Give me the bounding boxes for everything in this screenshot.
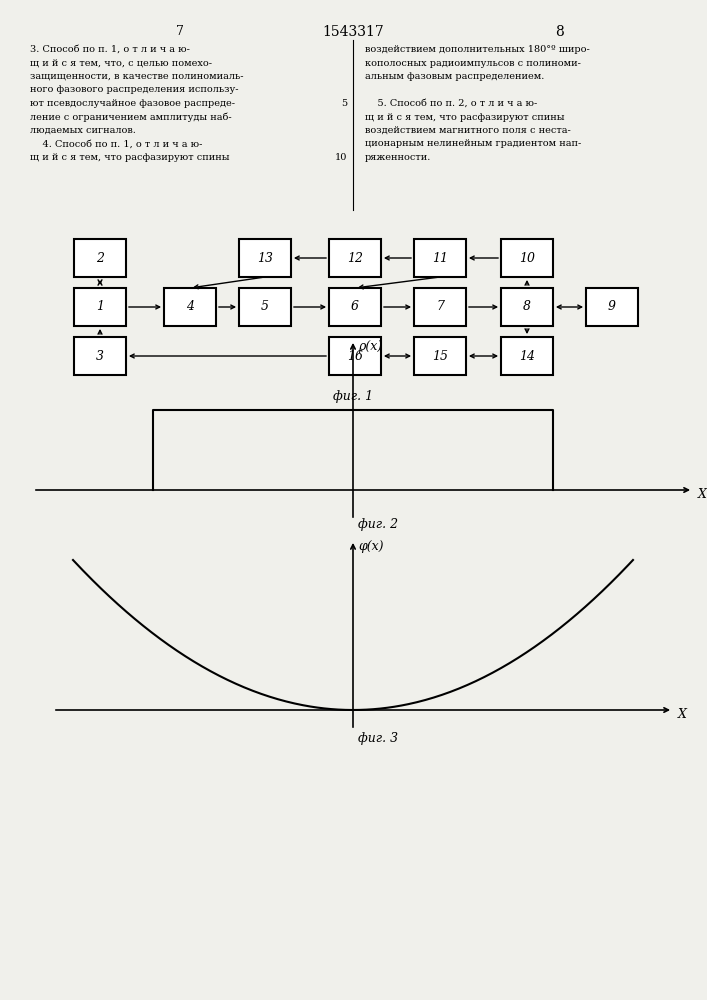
Text: φ(x): φ(x) bbox=[358, 540, 383, 553]
Text: 8: 8 bbox=[523, 300, 531, 314]
Text: 7: 7 bbox=[176, 25, 184, 38]
Text: 12: 12 bbox=[347, 251, 363, 264]
Text: 13: 13 bbox=[257, 251, 273, 264]
Text: фиг. 3: фиг. 3 bbox=[358, 732, 398, 745]
Text: 16: 16 bbox=[347, 350, 363, 362]
Text: ρ(x): ρ(x) bbox=[358, 340, 382, 353]
Text: 5: 5 bbox=[261, 300, 269, 314]
Text: кополосных радиоимпульсов с полиноми-: кополосных радиоимпульсов с полиноми- bbox=[365, 58, 581, 68]
Bar bbox=[74, 288, 126, 326]
Bar bbox=[501, 288, 553, 326]
Text: 3: 3 bbox=[96, 350, 104, 362]
Text: 5: 5 bbox=[341, 99, 347, 108]
Text: 10: 10 bbox=[334, 153, 347, 162]
Text: 3. Способ по п. 1, о т л и ч а ю-: 3. Способ по п. 1, о т л и ч а ю- bbox=[30, 45, 190, 54]
Text: 5. Способ по п. 2, о т л и ч а ю-: 5. Способ по п. 2, о т л и ч а ю- bbox=[365, 99, 537, 108]
Text: защищенности, в качестве полиномиаль-: защищенности, в качестве полиномиаль- bbox=[30, 72, 243, 81]
Bar bbox=[329, 337, 381, 375]
Text: фиг. 2: фиг. 2 bbox=[358, 518, 398, 531]
Bar bbox=[239, 288, 291, 326]
Text: 10: 10 bbox=[519, 251, 535, 264]
Bar bbox=[164, 288, 216, 326]
Text: людаемых сигналов.: людаемых сигналов. bbox=[30, 126, 136, 135]
Bar bbox=[329, 239, 381, 277]
Text: 11: 11 bbox=[432, 251, 448, 264]
Text: 1: 1 bbox=[96, 300, 104, 314]
Text: ного фазового распределения использу-: ного фазового распределения использу- bbox=[30, 86, 238, 95]
Text: 14: 14 bbox=[519, 350, 535, 362]
Text: X: X bbox=[678, 708, 687, 722]
Bar bbox=[74, 337, 126, 375]
Text: ление с ограничением амплитуды наб-: ление с ограничением амплитуды наб- bbox=[30, 112, 232, 122]
Bar bbox=[239, 239, 291, 277]
Bar bbox=[329, 288, 381, 326]
Text: ют псевдослучайное фазовое распреде-: ют псевдослучайное фазовое распреде- bbox=[30, 99, 235, 108]
Text: альным фазовым распределением.: альным фазовым распределением. bbox=[365, 72, 544, 81]
Bar bbox=[501, 239, 553, 277]
Bar bbox=[414, 337, 466, 375]
Text: 6: 6 bbox=[351, 300, 359, 314]
Bar bbox=[501, 337, 553, 375]
Text: X: X bbox=[698, 488, 707, 502]
Text: 1543317: 1543317 bbox=[322, 25, 384, 39]
Text: фиг. 1: фиг. 1 bbox=[333, 390, 373, 403]
Text: 9: 9 bbox=[608, 300, 616, 314]
Text: 15: 15 bbox=[432, 350, 448, 362]
Text: воздействием дополнительных 180°º широ-: воздействием дополнительных 180°º широ- bbox=[365, 45, 590, 54]
Bar bbox=[586, 288, 638, 326]
Text: щ и й с я тем, что расфазируют спины: щ и й с я тем, что расфазируют спины bbox=[365, 112, 564, 121]
Bar bbox=[414, 239, 466, 277]
Bar bbox=[414, 288, 466, 326]
Bar bbox=[74, 239, 126, 277]
Text: ционарным нелинейным градиентом нап-: ционарным нелинейным градиентом нап- bbox=[365, 139, 581, 148]
Text: 4: 4 bbox=[186, 300, 194, 314]
Text: 7: 7 bbox=[436, 300, 444, 314]
Text: 4. Способ по п. 1, о т л и ч а ю-: 4. Способ по п. 1, о т л и ч а ю- bbox=[30, 139, 202, 148]
Text: щ и й с я тем, что расфазируют спины: щ и й с я тем, что расфазируют спины bbox=[30, 153, 230, 162]
Text: воздействием магнитного поля с неста-: воздействием магнитного поля с неста- bbox=[365, 126, 571, 135]
Text: щ и й с я тем, что, с целью помехо-: щ и й с я тем, что, с целью помехо- bbox=[30, 58, 212, 68]
Text: ряженности.: ряженности. bbox=[365, 153, 431, 162]
Text: 8: 8 bbox=[556, 25, 564, 39]
Text: 2: 2 bbox=[96, 251, 104, 264]
